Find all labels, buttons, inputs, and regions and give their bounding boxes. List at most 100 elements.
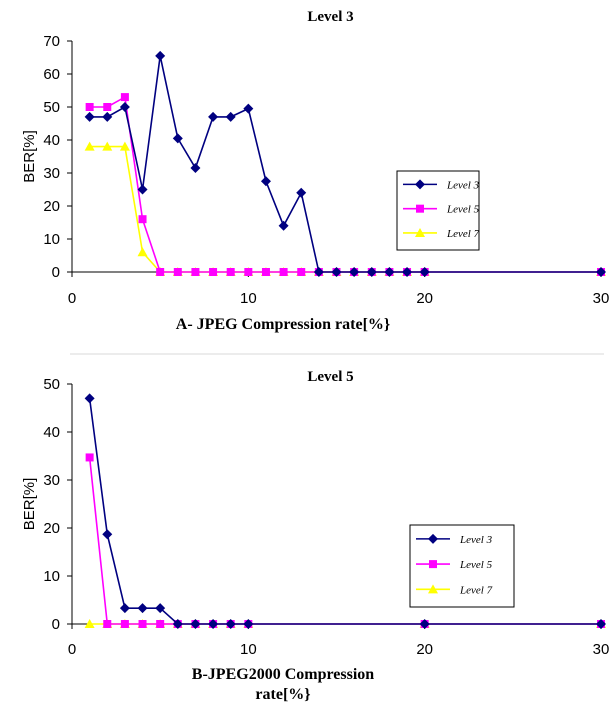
data-point bbox=[209, 268, 218, 276]
y-tick-label: 0 bbox=[52, 616, 60, 633]
data-point bbox=[155, 50, 166, 61]
legend-label: Level 5 bbox=[459, 559, 493, 571]
y-tick-label: 10 bbox=[43, 231, 60, 248]
data-point bbox=[137, 247, 148, 257]
y-tick-label: 60 bbox=[43, 66, 60, 83]
data-point bbox=[208, 619, 219, 629]
x-axis-label: A- JPEG Compression rate[%} bbox=[176, 316, 390, 333]
data-point bbox=[402, 267, 413, 277]
data-point bbox=[191, 268, 200, 276]
legend-label: Level 3 bbox=[459, 534, 493, 546]
data-point bbox=[243, 103, 254, 114]
legend-marker bbox=[415, 179, 425, 190]
data-point bbox=[278, 220, 289, 231]
data-point bbox=[102, 529, 113, 540]
x-axis-label: B-JPEG2000 Compression bbox=[192, 666, 374, 683]
y-tick-label: 20 bbox=[43, 520, 60, 537]
series-line bbox=[89, 95, 601, 273]
series-line bbox=[89, 55, 601, 273]
legend-label: Level 5 bbox=[446, 204, 480, 216]
chart-title: Level 3 bbox=[307, 9, 353, 25]
y-axis-label: BER[%] bbox=[21, 130, 38, 183]
chart-b: Level 5 0 10 20 30 40 50 0 10 20 30 BER[%] B-JPEG200… bbox=[21, 369, 609, 703]
data-point bbox=[173, 268, 182, 276]
y-tick-label: 20 bbox=[43, 198, 60, 215]
y-tick-label: 10 bbox=[43, 568, 60, 585]
y-tick-label: 50 bbox=[43, 376, 60, 393]
data-point bbox=[226, 268, 235, 276]
data-point bbox=[297, 268, 306, 276]
y-tick-label: 70 bbox=[43, 33, 60, 50]
data-point bbox=[119, 141, 130, 151]
legend-label: Level 7 bbox=[446, 228, 480, 240]
data-point bbox=[84, 111, 95, 122]
x-tick-label: 0 bbox=[68, 641, 76, 658]
x-tick-label: 0 bbox=[68, 290, 76, 307]
data-point bbox=[384, 267, 395, 277]
data-point bbox=[313, 267, 324, 277]
data-point bbox=[103, 103, 112, 111]
chart-a: Level 3 0 10 20 30 40 50 60 70 0 10 20 30 BER[%] A- JP… bbox=[21, 9, 609, 333]
data-point bbox=[119, 102, 130, 112]
y-tick-label: 30 bbox=[43, 472, 60, 489]
data-point bbox=[225, 619, 236, 629]
data-point bbox=[85, 103, 94, 111]
legend-marker bbox=[428, 533, 438, 544]
data-point bbox=[120, 620, 129, 628]
data-point bbox=[156, 268, 165, 276]
series-line bbox=[88, 398, 601, 625]
data-point bbox=[155, 603, 166, 614]
data-point bbox=[84, 619, 95, 628]
data-point bbox=[225, 111, 236, 122]
data-point bbox=[102, 111, 113, 122]
x-tick-label: 30 bbox=[593, 641, 610, 658]
legend-marker bbox=[415, 227, 425, 237]
legend-label: Level 3 bbox=[446, 179, 480, 191]
series-line bbox=[89, 145, 601, 273]
data-point bbox=[296, 187, 307, 198]
data-point bbox=[244, 268, 253, 276]
data-point bbox=[260, 176, 271, 187]
data-point bbox=[84, 141, 95, 151]
data-point bbox=[419, 619, 430, 629]
data-point bbox=[172, 619, 183, 629]
data-point bbox=[331, 267, 342, 277]
x-tick-label: 10 bbox=[240, 290, 257, 307]
data-point bbox=[190, 163, 201, 174]
data-point bbox=[596, 267, 606, 277]
data-point bbox=[85, 453, 94, 462]
y-tick-label: 0 bbox=[52, 264, 60, 281]
chart-title: Level 5 bbox=[307, 369, 353, 385]
y-tick-label: 50 bbox=[43, 99, 60, 116]
data-point bbox=[261, 268, 270, 276]
series-line bbox=[88, 457, 601, 625]
y-tick-label: 40 bbox=[43, 424, 60, 441]
legend-marker bbox=[416, 204, 424, 213]
data-point bbox=[137, 184, 148, 195]
x-tick-label: 30 bbox=[593, 290, 610, 307]
data-point bbox=[102, 141, 113, 151]
legend-label: Level 7 bbox=[459, 584, 493, 596]
data-point bbox=[138, 620, 147, 628]
data-point bbox=[119, 603, 130, 614]
data-point bbox=[84, 393, 95, 404]
x-tick-label: 20 bbox=[416, 641, 433, 658]
data-point bbox=[243, 619, 254, 629]
data-point bbox=[120, 93, 129, 102]
y-tick-label: 40 bbox=[43, 132, 60, 149]
data-point bbox=[138, 215, 147, 224]
x-tick-label: 10 bbox=[240, 641, 257, 658]
data-point bbox=[137, 603, 148, 614]
data-point bbox=[156, 620, 165, 628]
data-point bbox=[208, 111, 219, 122]
data-point bbox=[172, 133, 183, 144]
data-point bbox=[190, 619, 201, 629]
data-point bbox=[103, 620, 112, 628]
y-axis-label: BER[%] bbox=[21, 478, 38, 531]
y-tick-label: 30 bbox=[43, 165, 60, 182]
data-point bbox=[349, 267, 360, 277]
data-point bbox=[419, 267, 430, 277]
legend-marker bbox=[429, 560, 437, 569]
data-point bbox=[596, 619, 606, 629]
